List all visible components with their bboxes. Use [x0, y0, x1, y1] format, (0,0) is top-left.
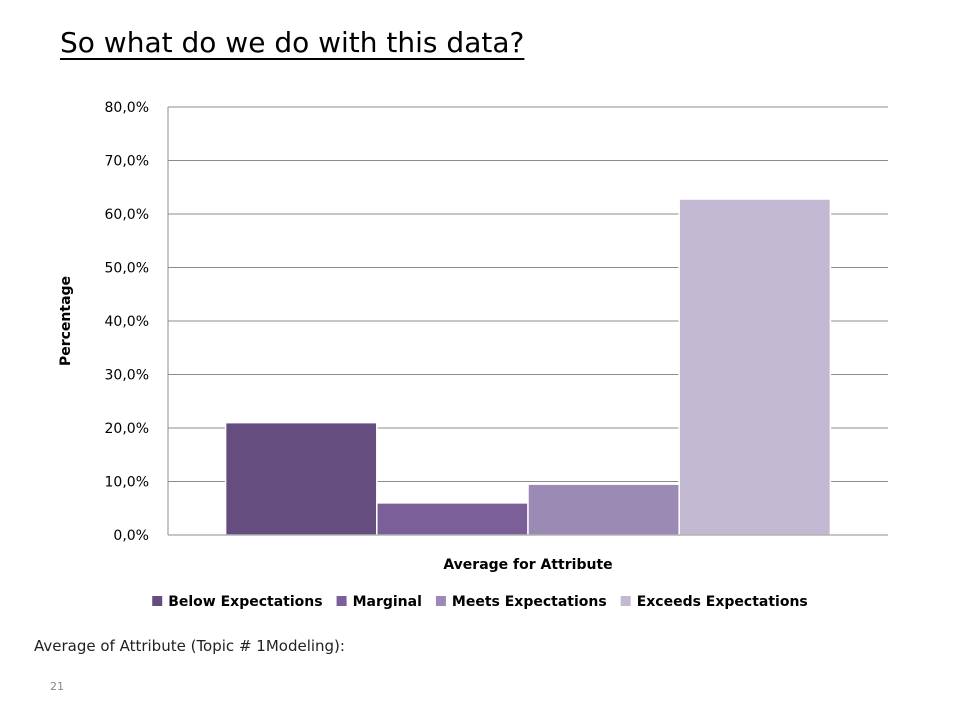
y-tick-label: 70,0% — [105, 154, 149, 170]
legend-swatch — [336, 596, 347, 606]
page-number: 21 — [50, 680, 64, 693]
legend-label: Exceeds Expectations — [637, 594, 808, 610]
bar-marginal — [376, 502, 529, 536]
y-tick-label: 20,0% — [105, 421, 149, 437]
y-tick-label: 30,0% — [105, 368, 149, 384]
bars — [224, 198, 832, 536]
bar-below-expectations — [224, 421, 378, 536]
y-tick-label: 50,0% — [105, 261, 149, 277]
y-tick-label: 10,0% — [105, 475, 149, 491]
y-tick-label: 0,0% — [113, 528, 149, 544]
legend-label: Marginal — [353, 594, 422, 610]
legend-swatch — [620, 596, 631, 606]
y-tick-label: 40,0% — [105, 314, 149, 330]
legend-swatch — [435, 596, 446, 606]
y-axis-label: Percentage — [58, 276, 74, 366]
legend: Below Expectations Marginal Meets Expectat… — [152, 594, 808, 610]
legend-label: Meets Expectations — [452, 594, 607, 610]
y-tick-label: 60,0% — [105, 207, 149, 223]
slide-title: So what do we do with this data? — [60, 26, 525, 59]
y-axis-ticks: 0,0% 10,0% 20,0% 30,0% 40,0% 50,0% 60,0% 70,0% 8… — [105, 100, 149, 544]
chart-caption: Average of Attribute (Topic # 1Modeling)… — [34, 637, 345, 655]
bar-exceeds-expectations — [678, 198, 832, 536]
y-tick-label: 80,0% — [105, 100, 149, 116]
legend-swatch — [152, 596, 163, 606]
bar-meets-expectations — [527, 483, 680, 536]
x-axis-label: Average for Attribute — [443, 557, 612, 573]
legend-label: Below Expectations — [168, 594, 322, 610]
